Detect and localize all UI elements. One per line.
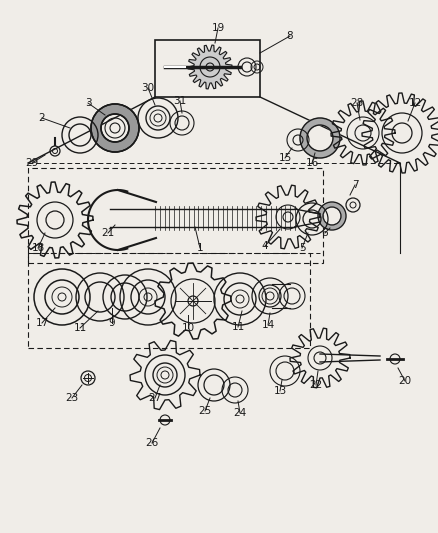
Text: 29: 29 — [25, 158, 39, 168]
Text: 31: 31 — [173, 96, 187, 106]
Text: 17: 17 — [35, 318, 49, 328]
Text: 30: 30 — [141, 83, 155, 93]
Text: 24: 24 — [233, 408, 247, 418]
Polygon shape — [188, 45, 232, 89]
Text: 26: 26 — [145, 438, 159, 448]
Text: 19: 19 — [212, 23, 225, 33]
Text: 20: 20 — [399, 376, 412, 386]
Text: 10: 10 — [181, 323, 194, 333]
Text: 7: 7 — [352, 180, 358, 190]
Text: 27: 27 — [148, 393, 162, 403]
Text: 12: 12 — [408, 98, 422, 108]
Text: 25: 25 — [198, 406, 212, 416]
Text: 5: 5 — [299, 243, 305, 253]
Bar — [28, 168, 323, 263]
Text: 9: 9 — [109, 318, 115, 328]
Text: 14: 14 — [261, 320, 275, 330]
Text: 22: 22 — [309, 380, 323, 390]
Text: 3: 3 — [85, 98, 91, 108]
Text: 28: 28 — [350, 98, 364, 108]
Text: 2: 2 — [39, 113, 45, 123]
Bar — [155, 40, 260, 97]
Text: 18: 18 — [32, 243, 45, 253]
Text: 13: 13 — [273, 386, 286, 396]
Text: 11: 11 — [74, 323, 87, 333]
Text: 15: 15 — [279, 153, 292, 163]
Text: 8: 8 — [287, 31, 293, 41]
Text: 1: 1 — [197, 243, 203, 253]
Text: 11: 11 — [231, 322, 245, 332]
Bar — [28, 253, 310, 348]
Text: 23: 23 — [65, 393, 79, 403]
Text: 21: 21 — [101, 228, 115, 238]
Text: 4: 4 — [261, 241, 268, 251]
Text: 16: 16 — [305, 158, 318, 168]
Text: 6: 6 — [321, 228, 328, 238]
